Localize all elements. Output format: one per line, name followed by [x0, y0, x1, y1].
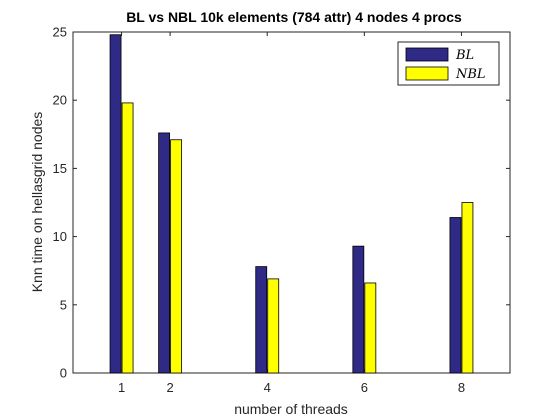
- bar-nbl-6: [364, 282, 377, 374]
- y-tick-label: 25: [53, 25, 67, 40]
- legend-label-nbl: NBL: [455, 67, 486, 82]
- bar-nbl-2: [170, 139, 183, 374]
- bars-group: [109, 34, 474, 374]
- bar-bl-8: [449, 217, 462, 374]
- bar-nbl-1: [121, 102, 134, 374]
- x-axis-ticks: 1 2 4 6 8: [118, 32, 465, 395]
- y-tick-label: 0: [60, 366, 67, 381]
- x-tick-label: 1: [118, 380, 125, 395]
- bar-bl-4: [255, 266, 268, 374]
- x-tick-label: 2: [166, 380, 173, 395]
- y-tick-label: 10: [53, 229, 67, 244]
- y-tick-label: 5: [60, 297, 67, 312]
- bar-bl-1: [109, 34, 122, 374]
- legend-label-bl: BL: [455, 48, 474, 63]
- y-tick-label: 20: [53, 93, 67, 108]
- bar-bl-2: [158, 132, 171, 374]
- y-axis-ticks: 0 5 10 15 20 25: [53, 25, 510, 381]
- legend-swatch-nbl: [405, 66, 449, 81]
- y-tick-label: 15: [53, 161, 67, 176]
- legend: BL NBL: [397, 41, 500, 86]
- bar-bl-6: [352, 245, 365, 374]
- x-tick-label: 6: [361, 380, 368, 395]
- x-tick-label: 8: [458, 380, 465, 395]
- plot-area: [72, 31, 511, 374]
- chart-title: BL vs NBL 10k elements (784 attr) 4 node…: [126, 9, 462, 25]
- bar-nbl-4: [267, 278, 280, 374]
- y-axis-label: Knn time on hellasgrid nodes: [29, 112, 45, 293]
- x-tick-label: 4: [264, 380, 271, 395]
- bar-nbl-8: [461, 202, 474, 374]
- x-axis-label: number of threads: [234, 401, 348, 417]
- legend-swatch-bl: [405, 47, 449, 62]
